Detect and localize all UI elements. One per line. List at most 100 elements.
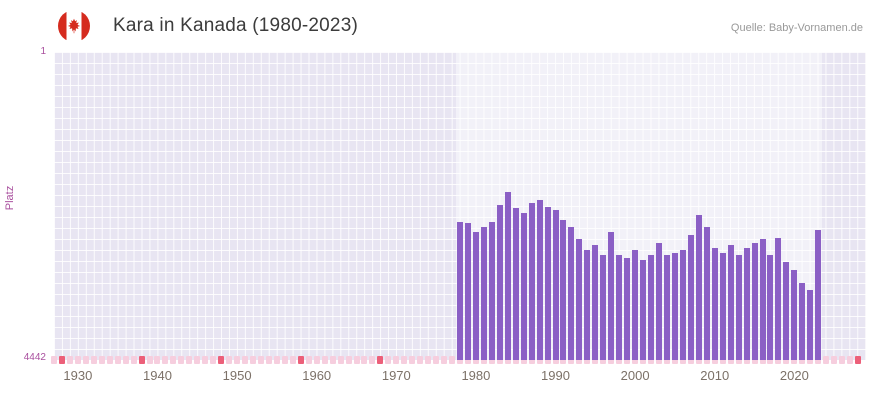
bar-1983[interactable]: [496, 204, 503, 360]
bar-2016[interactable]: [759, 239, 766, 360]
bar-1993[interactable]: [576, 239, 583, 360]
rank-marker-1995: [592, 356, 599, 364]
bar-1978[interactable]: [457, 221, 463, 360]
bar-1979[interactable]: [464, 222, 471, 360]
rank-marker-1976: [441, 356, 448, 364]
canada-flag-icon: [58, 10, 90, 42]
rank-marker-1956: [281, 356, 288, 364]
bar-1989[interactable]: [544, 206, 551, 360]
y-axis-label: Platz: [4, 185, 17, 211]
bar-1987[interactable]: [528, 203, 535, 360]
bar-1996[interactable]: [600, 255, 607, 360]
rank-marker-1933: [98, 356, 105, 364]
rank-marker-1986: [520, 356, 527, 364]
bar-2009[interactable]: [703, 226, 710, 360]
bar-2014[interactable]: [743, 248, 750, 360]
bar-2000[interactable]: [632, 250, 639, 360]
rank-marker-1953: [257, 356, 264, 364]
rank-marker-1973: [417, 356, 424, 364]
bar-1980[interactable]: [472, 232, 479, 360]
bar-1984[interactable]: [504, 192, 511, 360]
rank-marker-1979: [464, 356, 471, 364]
x-tick-1930: 1930: [63, 368, 93, 383]
rank-marker-1977: [449, 356, 456, 364]
y-tick-min: 4442: [23, 352, 46, 363]
bar-1986[interactable]: [520, 212, 527, 360]
rank-marker-2008: [695, 356, 702, 364]
rank-marker-2028: [855, 356, 862, 364]
rank-marker-1970: [393, 356, 400, 364]
rank-marker-1938: [138, 356, 145, 364]
rank-marker-1989: [544, 356, 551, 364]
bar-1990[interactable]: [552, 210, 559, 360]
bar-2008[interactable]: [695, 214, 702, 360]
rank-marker-1958: [297, 356, 304, 364]
bar-1982[interactable]: [488, 221, 495, 360]
bar-1981[interactable]: [480, 226, 487, 360]
bar-2004[interactable]: [663, 255, 670, 360]
rank-marker-1946: [202, 356, 209, 364]
rank-marker-1983: [496, 356, 503, 364]
rank-marker-1993: [576, 356, 583, 364]
bar-1988[interactable]: [536, 199, 543, 360]
bar-2012[interactable]: [727, 244, 734, 360]
rank-marker-1978: [457, 356, 463, 364]
rank-marker-1951: [242, 356, 249, 364]
bar-2022[interactable]: [807, 289, 814, 360]
bar-2003[interactable]: [656, 242, 663, 360]
bar-2010[interactable]: [711, 248, 718, 360]
rank-marker-1945: [194, 356, 201, 364]
x-tick-2000: 2000: [620, 368, 650, 383]
bar-1998[interactable]: [616, 255, 623, 360]
rank-marker-1952: [250, 356, 257, 364]
rank-marker-1987: [528, 356, 535, 364]
bar-1994[interactable]: [584, 249, 591, 360]
bar-1991[interactable]: [560, 219, 567, 360]
bar-2013[interactable]: [735, 255, 742, 360]
rank-marker-1998: [616, 356, 623, 364]
rank-marker-2004: [663, 356, 670, 364]
bar-2019[interactable]: [783, 262, 790, 360]
bar-1992[interactable]: [568, 226, 575, 360]
rank-marker-1927: [51, 356, 57, 364]
bar-1997[interactable]: [608, 232, 615, 360]
bar-2005[interactable]: [671, 253, 678, 360]
x-tick-1990: 1990: [541, 368, 570, 383]
rank-marker-1975: [433, 356, 440, 364]
rank-marker-1928: [58, 356, 65, 364]
bar-2015[interactable]: [751, 242, 758, 360]
bar-2011[interactable]: [719, 253, 726, 360]
bar-2001[interactable]: [640, 260, 647, 360]
rank-marker-1941: [162, 356, 169, 364]
rank-marker-2024: [823, 356, 830, 364]
bar-2018[interactable]: [775, 237, 782, 360]
rank-marker-2013: [735, 356, 742, 364]
rank-marker-2020: [791, 356, 798, 364]
bar-1999[interactable]: [624, 257, 631, 360]
bar-1995[interactable]: [592, 244, 599, 360]
rank-marker-2026: [839, 356, 846, 364]
x-tick-1940: 1940: [143, 368, 172, 383]
bar-2017[interactable]: [767, 255, 774, 360]
bar-2020[interactable]: [791, 270, 798, 360]
rank-marker-2012: [727, 356, 734, 364]
rank-marker-2021: [799, 356, 806, 364]
y-tick-max: 1: [40, 46, 46, 57]
rank-marker-2000: [632, 356, 639, 364]
rank-marker-1991: [560, 356, 567, 364]
rank-marker-2003: [656, 356, 663, 364]
bar-2007[interactable]: [687, 235, 694, 360]
rank-marker-2007: [687, 356, 694, 364]
bar-2023[interactable]: [815, 230, 822, 360]
rank-marker-2018: [775, 356, 782, 364]
rank-marker-1963: [337, 356, 344, 364]
bar-1985[interactable]: [512, 207, 519, 360]
bar-2021[interactable]: [799, 282, 806, 360]
rank-marker-1961: [321, 356, 328, 364]
bar-2002[interactable]: [648, 255, 655, 360]
rank-marker-1939: [146, 356, 153, 364]
rank-marker-1948: [218, 356, 225, 364]
bar-2006[interactable]: [679, 249, 686, 360]
rank-marker-1960: [313, 356, 320, 364]
